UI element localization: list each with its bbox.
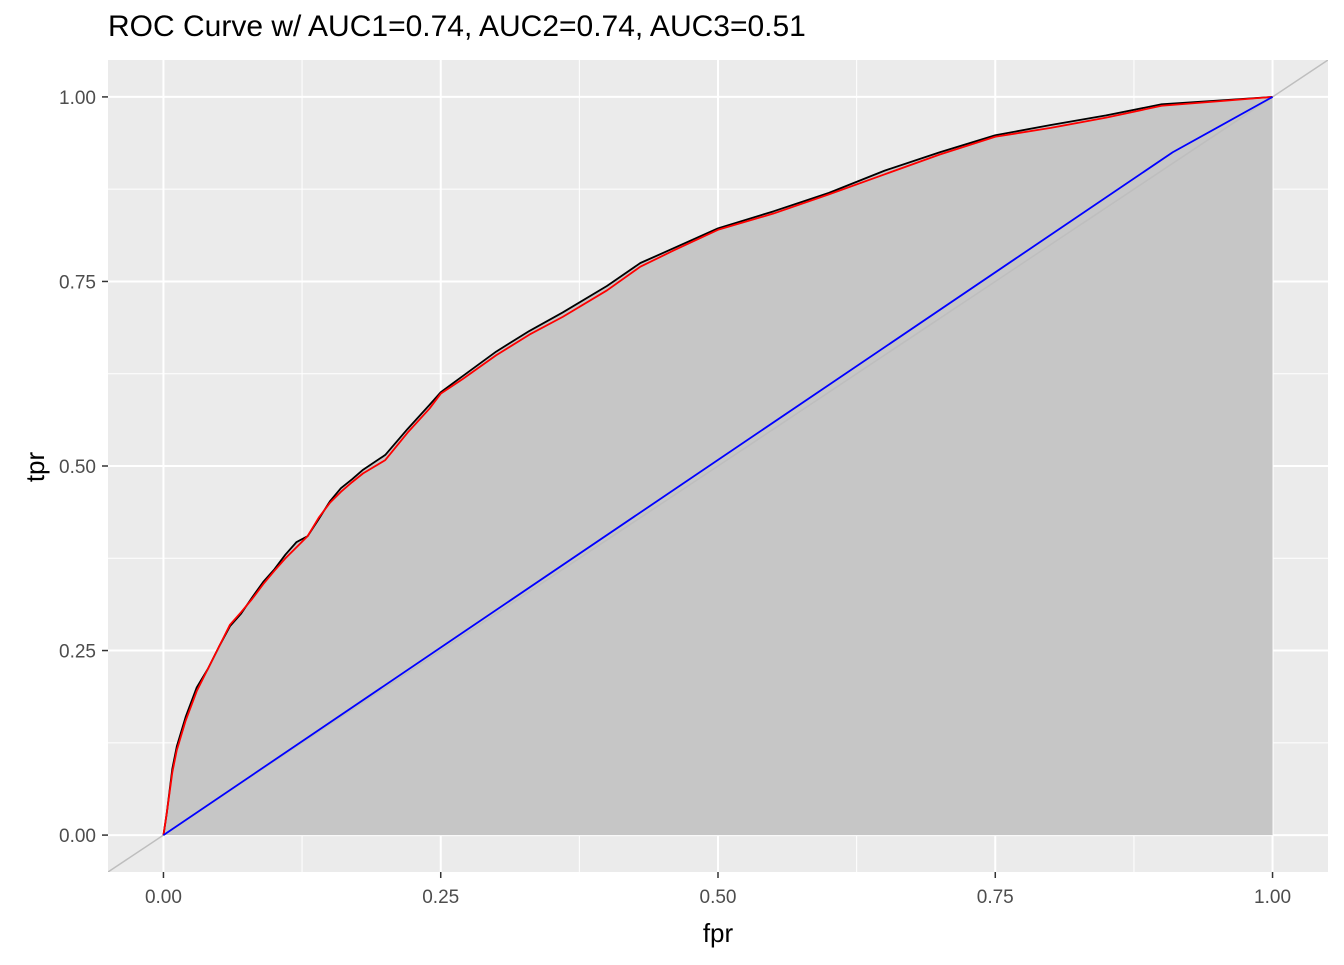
y-tick-label: 0.25	[59, 642, 96, 663]
y-tick-label: 0.75	[59, 272, 96, 293]
y-axis-label: tpr	[20, 451, 50, 482]
y-tick-label: 0.50	[59, 457, 96, 478]
roc-series-line-2	[162, 96, 1273, 836]
reference-diagonal-line	[108, 60, 1328, 872]
x-axis: 0.00 0.25 0.50 0.75 1.00	[145, 872, 1291, 908]
x-tick-label: 1.00	[1254, 887, 1291, 908]
x-tick-label: 0.50	[700, 887, 737, 908]
y-tick-label: 1.00	[59, 88, 96, 109]
y-axis: 0.00 0.25 0.50 0.75 1.00	[59, 88, 108, 847]
chart-title: ROC Curve w/ AUC1=0.74, AUC2=0.74, AUC3=…	[108, 10, 806, 43]
x-tick-label: 0.00	[145, 887, 182, 908]
x-tick-label: 0.75	[977, 887, 1014, 908]
roc-series-line-1	[162, 96, 1273, 836]
line-layer	[108, 60, 1328, 872]
y-tick-label: 0.00	[59, 826, 96, 847]
x-tick-label: 0.25	[422, 887, 459, 908]
x-axis-label: fpr	[703, 918, 734, 948]
